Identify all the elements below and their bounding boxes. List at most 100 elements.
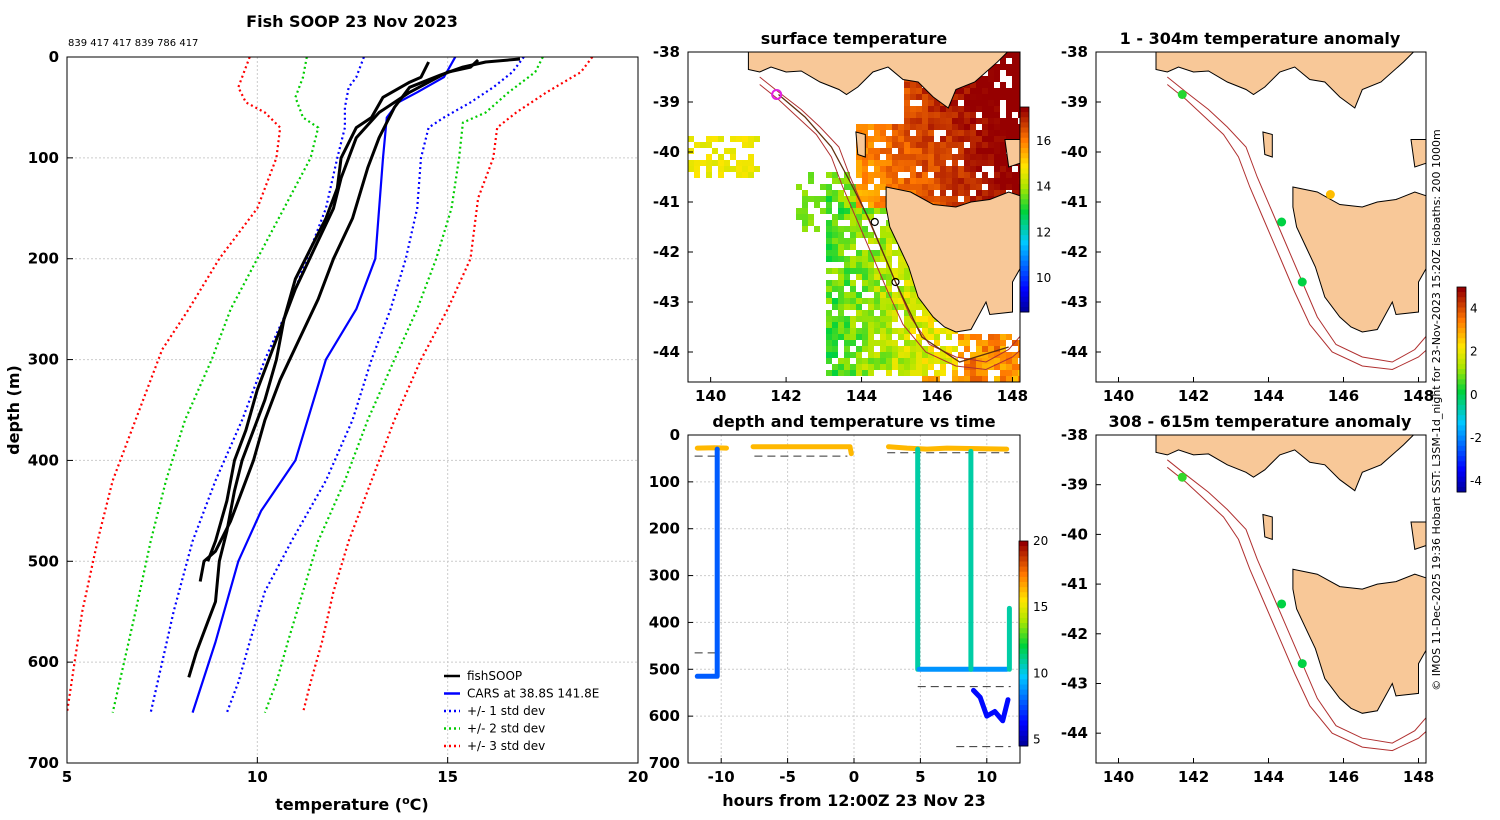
sst-pixel (976, 370, 982, 376)
sst-pixel (1000, 184, 1006, 190)
sst-pixel (826, 346, 832, 352)
sst-pixel (1006, 52, 1012, 58)
sst-pixel (910, 178, 916, 184)
vessel-track (778, 94, 1009, 363)
timeseries-colorbar-segment (1019, 694, 1028, 701)
sst-pixel (892, 274, 898, 280)
sst-pixel (1018, 352, 1020, 358)
sst-pixel (1000, 376, 1006, 382)
sst-pixel (892, 316, 898, 322)
sst-pixel (808, 214, 814, 220)
anomaly-deep-lat-tick-label: -40 (1061, 525, 1088, 543)
sst-pixel (868, 136, 874, 142)
anomaly-deep-isobaths (1166, 459, 1426, 752)
sst-pixel (916, 112, 922, 118)
sst-pixel (736, 172, 742, 178)
sst-pixel (922, 88, 928, 94)
sst-pixel (844, 370, 850, 376)
sst-pixel (1012, 82, 1018, 88)
sst-pixel (964, 196, 970, 202)
sst-pixel (946, 328, 952, 334)
anomaly-colorbar-label: 4 (1470, 302, 1478, 316)
sst-pixel (904, 94, 910, 100)
sst-pixel (988, 88, 994, 94)
sst-pixel (946, 184, 952, 190)
sst-pixel (820, 184, 826, 190)
profile-title: Fish SOOP 23 Nov 2023 (246, 12, 458, 31)
anomaly-station-point (1277, 217, 1287, 227)
sst-pixel (910, 148, 916, 154)
sst-colorbar-segment (1020, 271, 1029, 277)
sst-pixel (868, 238, 874, 244)
sst-pixel (958, 334, 964, 340)
sst-pixel (874, 328, 880, 334)
sst-pixel (874, 292, 880, 298)
anomaly-colorbar-segment (1457, 481, 1466, 488)
sst-pixel (898, 286, 904, 292)
sst-pixel (976, 88, 982, 94)
sst-pixel (754, 166, 760, 172)
sst-pixel (976, 160, 982, 166)
sst-pixel (964, 334, 970, 340)
legend-entry: +/- 2 std dev (467, 722, 545, 736)
sst-pixel (964, 118, 970, 124)
sst-pixel (856, 346, 862, 352)
sst-pixel (916, 334, 922, 340)
sst-pixel (868, 148, 874, 154)
sst-pixel (940, 112, 946, 118)
profile-x-tick-label: 15 (437, 768, 458, 786)
sst-pixel (850, 220, 856, 226)
sst-pixel (826, 340, 832, 346)
sst-pixel (922, 166, 928, 172)
sst-pixel (742, 172, 748, 178)
sst-landmass (885, 186, 1020, 333)
sst-pixel (934, 352, 940, 358)
sst-pixel (904, 154, 910, 160)
sst-pixel (892, 136, 898, 142)
sst-pixel (922, 154, 928, 160)
sst-pixel (1006, 172, 1012, 178)
sst-pixel (844, 316, 850, 322)
sst-pixel (898, 274, 904, 280)
sst-pixel (832, 196, 838, 202)
timeseries-colorbar-segment (1019, 571, 1028, 578)
sst-pixel (898, 328, 904, 334)
timeseries-colorbar-label: 20 (1033, 534, 1048, 548)
sst-pixel (910, 124, 916, 130)
sst-pixel (856, 262, 862, 268)
sst-pixel (1012, 370, 1018, 376)
sst-pixel (904, 352, 910, 358)
anomaly-shallow-isobaths (1166, 76, 1426, 371)
sst-pixel (892, 166, 898, 172)
sst-pixel (916, 172, 922, 178)
sst-pixel (1018, 124, 1020, 130)
profile-y-tick-label: 100 (28, 149, 59, 167)
sst-pixel (922, 160, 928, 166)
timeseries-y-tick-label: 400 (649, 613, 680, 631)
sst-colorbar-label: 14 (1036, 180, 1051, 194)
sst-pixel (856, 190, 862, 196)
sst-pixel (982, 76, 988, 82)
sst-pixel (946, 178, 952, 184)
sst-pixel (748, 136, 754, 142)
anomaly-colorbar-segment (1457, 435, 1466, 442)
sst-pixel (880, 184, 886, 190)
sst-pixel (910, 292, 916, 298)
sst-pixel (994, 88, 1000, 94)
sst-pixel (946, 148, 952, 154)
sst-pixel (886, 328, 892, 334)
sst-pixel (1006, 364, 1012, 370)
sst-pixel (832, 364, 838, 370)
sst-pixel (880, 340, 886, 346)
sst-pixel (916, 298, 922, 304)
sst-pixel (988, 130, 994, 136)
sst-pixel (928, 124, 934, 130)
timeseries-colorbar-segment (1019, 705, 1028, 711)
sst-pixel (958, 130, 964, 136)
sst-pixel (844, 184, 850, 190)
timeseries-x-tick-label: 10 (976, 768, 997, 786)
anomaly-colorbar: 4 2 0 -2 -4 (1456, 286, 1482, 493)
sst-pixel (988, 358, 994, 364)
sst-pixel (940, 148, 946, 154)
